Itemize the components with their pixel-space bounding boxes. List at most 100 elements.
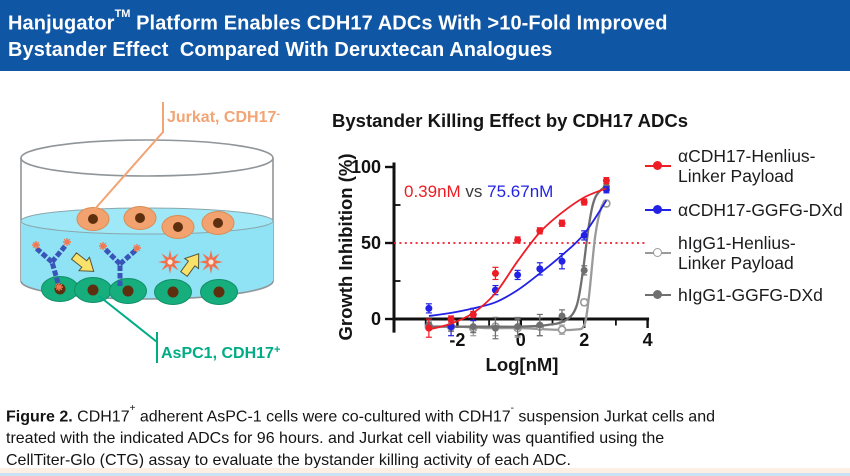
legend-label: hIgG1-GGFG-DXd xyxy=(678,285,823,305)
payload-sparkles xyxy=(32,238,141,291)
chart-title: Bystander Killing Effect by CDH17 ADCs xyxy=(332,110,688,131)
aspc1-cell xyxy=(41,276,79,302)
data-point xyxy=(580,198,588,206)
ec50-annotation: 0.39nM vs 75.67nM xyxy=(404,182,553,201)
legend-label-line: αCDH17-GGFG-DXd xyxy=(678,200,843,220)
aspc1-cell xyxy=(200,279,238,305)
aspc1-label: AsPC1, CDH17+ xyxy=(161,344,280,362)
caption-text: treated with the indicated ADCs for 96 h… xyxy=(6,430,665,448)
data-point xyxy=(558,312,566,320)
data-point xyxy=(447,315,455,323)
x-tick-label: 0 xyxy=(516,330,526,350)
title-line-1: HanjugatorTM Platform Enables CDH17 ADCs… xyxy=(8,6,842,37)
tick-labels: 0 50 100 -2 0 2 4 xyxy=(351,157,653,350)
data-point xyxy=(557,325,567,334)
adc-antibody-icon xyxy=(34,243,68,284)
aspc1-adherent-cells xyxy=(41,276,238,305)
data-point xyxy=(558,257,566,265)
data-point xyxy=(558,219,566,227)
jurkat-label-sup: - xyxy=(276,108,280,120)
data-point xyxy=(514,236,522,244)
x-tick-label: -2 xyxy=(449,330,465,350)
data-point xyxy=(580,231,588,239)
legend-label: αCDH17-Henlius- Linker Payload xyxy=(678,146,816,186)
legend-entry-αCDH17-Henlius-Linker Payload: αCDH17-Henlius- Linker Payload xyxy=(645,146,850,186)
header-banner: HanjugatorTM Platform Enables CDH17 ADCs… xyxy=(0,0,850,71)
x-tick-label: 2 xyxy=(579,330,589,350)
fit-curve xyxy=(428,202,608,332)
legend-label-line: hIgG1-GGFG-DXd xyxy=(678,285,823,305)
aspc1-cell xyxy=(74,277,112,303)
arrow-bystander-release xyxy=(180,253,200,278)
caption-text: adherent AsPC-1 cells were co-cultured w… xyxy=(135,408,511,426)
fit-curve xyxy=(428,199,608,317)
legend-label-line: Linker Payload xyxy=(678,253,794,273)
filled-circle-marker-icon xyxy=(645,285,671,305)
open-circle-marker-icon xyxy=(645,243,671,263)
legend-label-line: hIgG1-Henlius- xyxy=(678,233,796,253)
data-point xyxy=(491,324,499,332)
legend-label-line: αCDH17-Henlius- xyxy=(678,146,816,166)
fit-curve xyxy=(428,187,607,331)
x-tick-label: 4 xyxy=(643,330,653,350)
caption-superscript: - xyxy=(510,403,514,415)
figure-caption: Figure 2. CDH17+ adherent AsPC-1 cells w… xyxy=(6,402,836,472)
filled-circle-marker-icon xyxy=(645,156,671,176)
kill-burst-icon xyxy=(199,250,223,274)
bystander-killing-chart: Bystander Killing Effect by CDH17 ADCs 0 5… xyxy=(332,110,688,375)
jurkat-suspension-cells xyxy=(76,206,235,239)
arrow-adc-to-cells xyxy=(70,252,95,272)
data-point xyxy=(491,269,499,277)
series-αCDH17-Henlius-Linker Payload xyxy=(425,177,610,338)
jurkat-cell xyxy=(161,215,195,239)
aspc1-label-leader xyxy=(98,295,158,363)
jurkat-label-text: Jurkat, CDH17 xyxy=(167,109,276,126)
adc-antibody-icon xyxy=(102,246,138,286)
legend-entry-hIgG1-GGFG-DXd: hIgG1-GGFG-DXd xyxy=(645,285,850,305)
y-axis-label: Growth Inhibition (%) xyxy=(335,153,356,340)
dish-rim xyxy=(20,139,274,177)
caption-text: CDH17 xyxy=(72,408,130,426)
y-tick-label: 50 xyxy=(361,233,381,253)
aspc1-cell xyxy=(109,278,147,304)
caption-superscript: + xyxy=(129,403,136,415)
data-point xyxy=(514,323,522,331)
caption-text: CellTiter-Glo (CTG) assay to evaluate th… xyxy=(6,452,571,470)
aspc1-cell xyxy=(154,279,192,305)
y-tick-label: 0 xyxy=(371,309,381,329)
title-line-1-rest: Platform Enables CDH17 ADCs With >10-Fol… xyxy=(130,12,668,35)
data-point xyxy=(579,297,589,307)
data-point xyxy=(469,310,477,318)
legend-entry-αCDH17-GGFG-DXd: αCDH17-GGFG-DXd xyxy=(645,200,850,220)
jurkat-label: Jurkat, CDH17- xyxy=(167,108,280,126)
title-product-name: Hanjugator xyxy=(8,12,115,35)
aspc1-label-sup: + xyxy=(274,344,280,356)
data-point xyxy=(425,304,433,312)
data-point xyxy=(536,321,544,329)
jurkat-cell xyxy=(201,211,235,235)
coculture-diagram: Jurkat, CDH17- AsPC1, CDH17+ xyxy=(20,102,280,363)
data-point xyxy=(514,271,522,279)
chart-legend: αCDH17-Henlius- Linker Payload αCDH17-GGFG… xyxy=(645,146,850,305)
fit-curve xyxy=(428,184,608,328)
jurkat-cell xyxy=(123,206,157,230)
legend-label: αCDH17-GGFG-DXd xyxy=(678,200,843,220)
legend-label: hIgG1-Henlius- Linker Payload xyxy=(678,233,796,273)
jurkat-label-leader xyxy=(93,102,164,211)
axes xyxy=(385,162,650,333)
caption-figure-number: Figure 2. xyxy=(6,408,73,426)
next-section-strip xyxy=(0,468,850,476)
series-αCDH17-GGFG-DXd xyxy=(425,186,610,337)
data-point xyxy=(536,265,544,273)
dish-bottom-edge xyxy=(20,280,274,300)
data-point xyxy=(425,324,433,332)
legend-label-line: Linker Payload xyxy=(678,166,794,186)
filled-circle-marker-icon xyxy=(645,200,671,220)
kill-burst-icon xyxy=(158,250,182,274)
data-point xyxy=(602,177,610,185)
trademark-sup: TM xyxy=(114,8,131,21)
data-point xyxy=(469,323,477,331)
aspc1-label-text: AsPC1, CDH17 xyxy=(161,345,274,362)
title-line-2: Bystander Effect Compared With Deruxteca… xyxy=(8,38,553,61)
